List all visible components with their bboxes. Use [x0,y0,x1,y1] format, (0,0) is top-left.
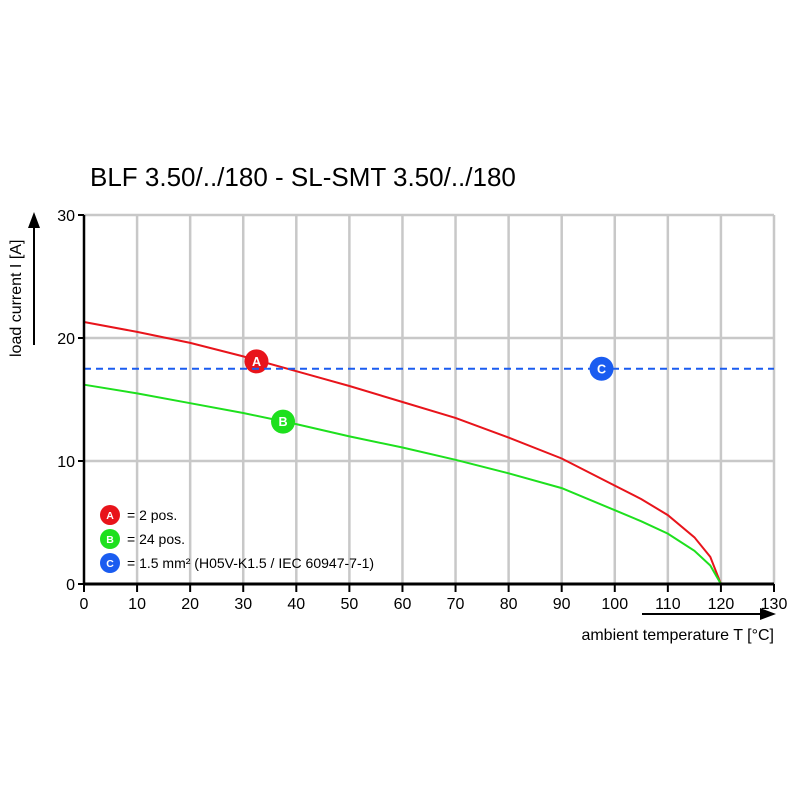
x-tick-label: 90 [553,596,571,613]
x-tick-label: 120 [708,596,735,613]
axes: 0 10 20 30 40 50 60 70 80 90 100 110 120 130 0 10 20 30 [28,208,787,620]
legend-marker-c-letter: C [106,558,114,570]
series-marker-b-letter: B [278,415,287,429]
legend-marker-a-letter: A [106,510,114,522]
x-axis-label: ambient temperature T [°C] [581,627,774,644]
grid [84,213,776,584]
legend-label-a: = 2 pos. [127,507,177,523]
x-tick-label: 100 [601,596,628,613]
legend-marker-b-letter: B [106,534,114,546]
y-tick-label: 10 [57,454,75,471]
x-tick-label: 40 [287,596,305,613]
series-line-b [83,383,722,585]
x-tick-label: 50 [340,596,358,613]
y-tick-label: 30 [57,208,75,225]
x-tick-label: 0 [80,596,89,613]
legend-label-c: = 1.5 mm² (H05V-K1.5 / IEC 60947-7-1) [127,555,374,571]
series-line-a [83,321,722,585]
y-arrow-head [28,212,40,228]
legend-marker-a-circle [100,505,120,525]
x-tick-label: 80 [500,596,518,613]
legend-label-b: = 24 pos. [127,531,185,547]
x-tick-label: 70 [447,596,465,613]
x-tick-label: 130 [761,596,788,613]
series-marker-b-circle [271,409,296,434]
x-tick-label: 30 [234,596,252,613]
series-marker-a-letter: A [252,355,261,369]
x-arrow-head [760,608,776,620]
series-group: ABC [83,321,774,585]
x-tick-label: 20 [181,596,199,613]
x-tick-label: 10 [128,596,146,613]
legend: A = 2 pos. B = 24 pos. C = 1.5 mm² (H05V-K1.5… [100,505,374,573]
x-tick-label: 110 [655,596,681,613]
y-axis-label: load current I [A] [8,240,25,357]
series-marker-a-circle [244,349,269,374]
series-marker-c-letter: C [597,362,606,376]
legend-marker-b-circle [100,529,120,549]
y-tick-label: 0 [66,577,75,594]
legend-marker-c-circle [100,553,120,573]
series-marker-c-circle [589,356,614,381]
chart-title: BLF 3.50/../180 - SL-SMT 3.50/../180 [90,162,516,192]
y-tick-label: 20 [57,331,75,348]
x-tick-label: 60 [394,596,412,613]
